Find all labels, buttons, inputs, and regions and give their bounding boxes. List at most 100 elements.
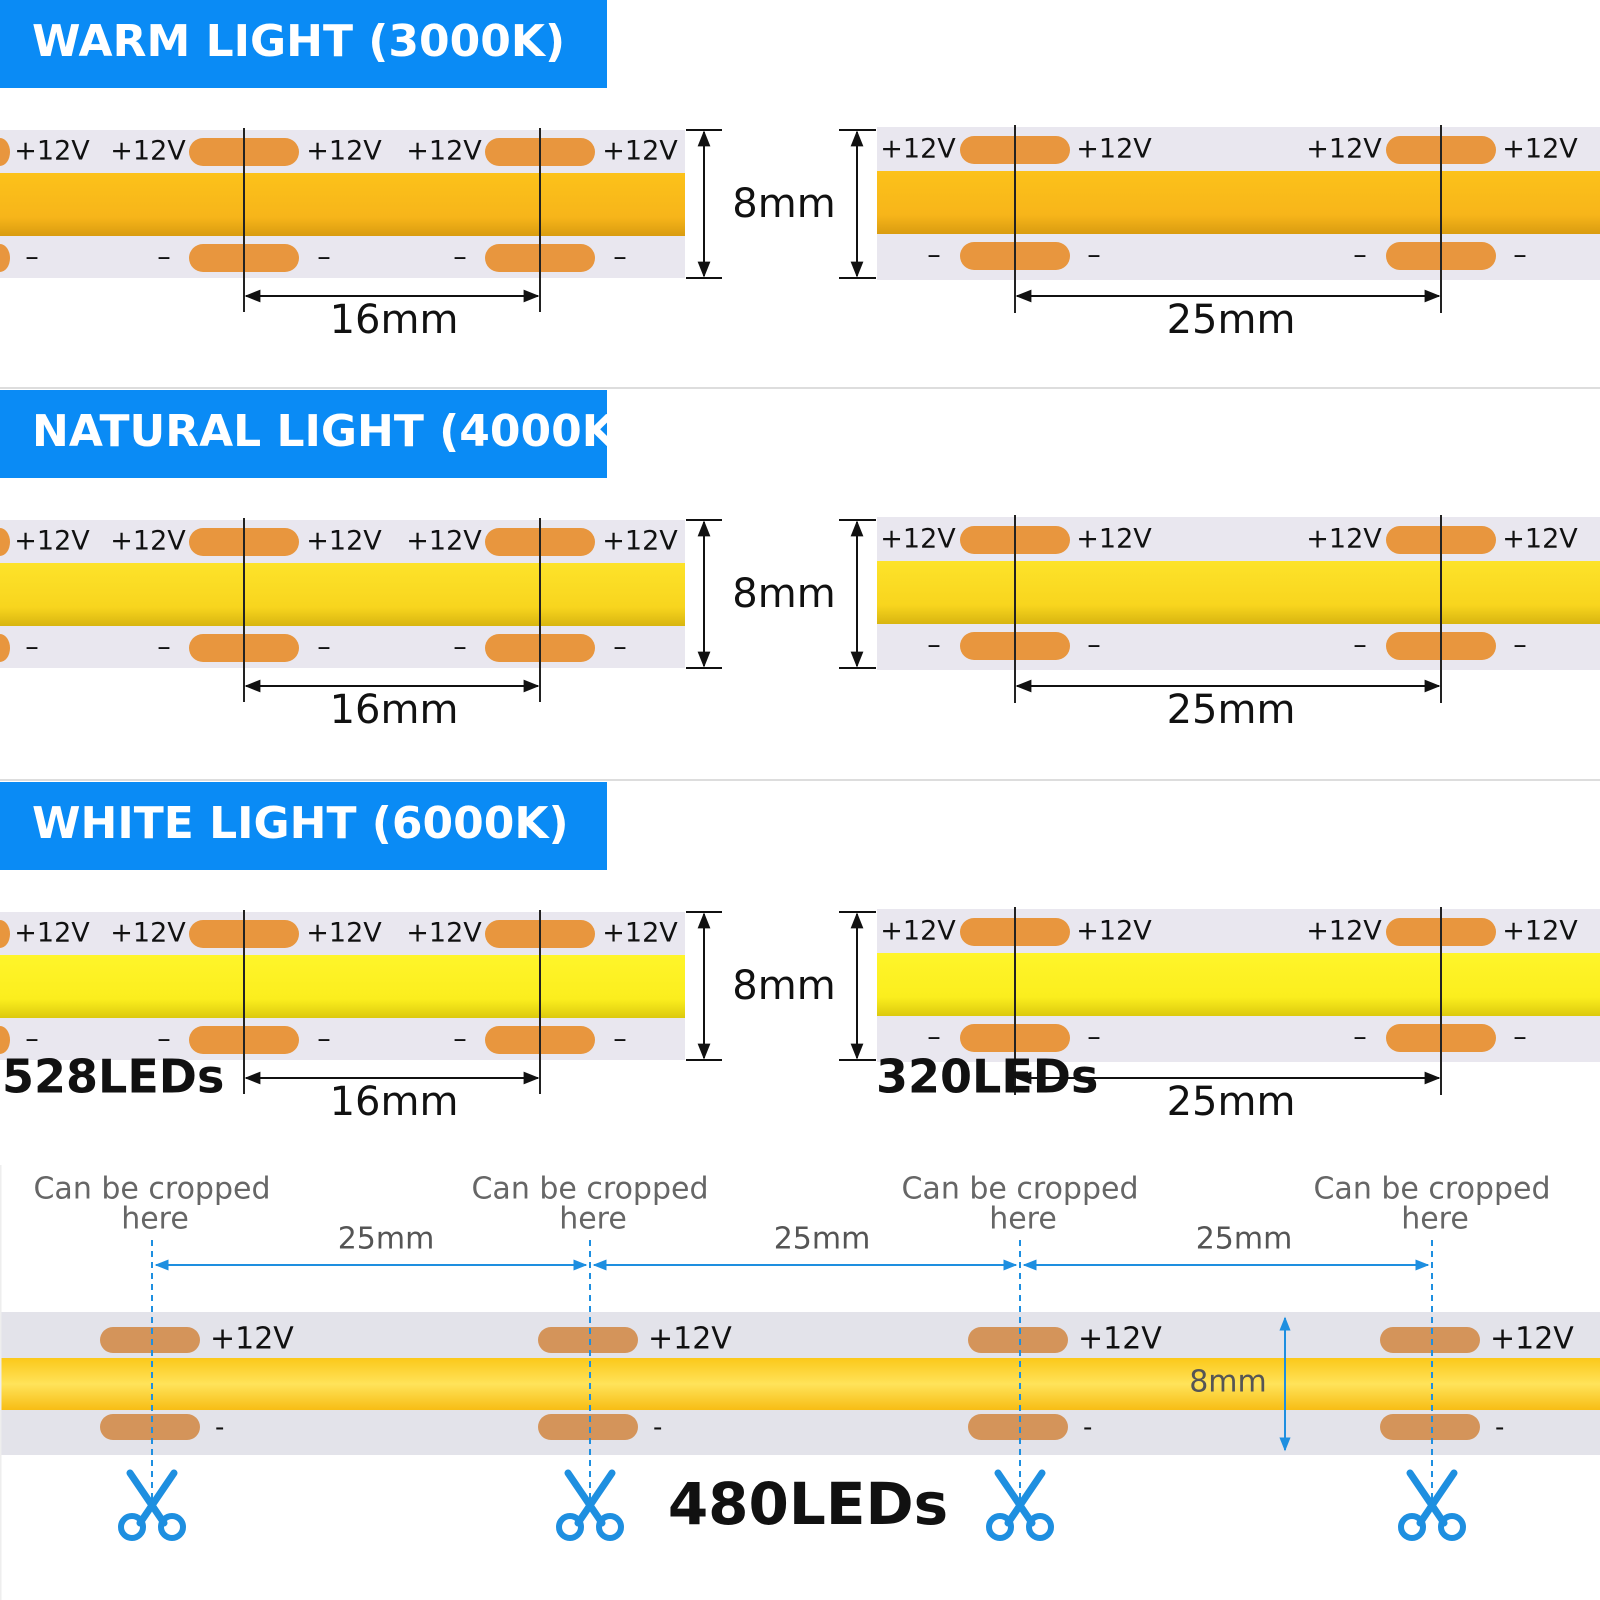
crop-label: Can be cropped <box>1313 1172 1550 1207</box>
plus-label: +12V <box>14 526 90 557</box>
pitch-label: 16mm <box>330 297 459 343</box>
plus-label: +12V <box>1078 1322 1162 1357</box>
plus-label: +12V <box>406 136 482 167</box>
plus-label: +12V <box>1502 524 1578 555</box>
solder-pad <box>100 1327 200 1353</box>
minus-label: – <box>453 242 467 273</box>
minus-label: - <box>215 1413 224 1443</box>
plus-label: +12V <box>1306 134 1382 165</box>
minus-label: – <box>317 632 331 663</box>
crop-label: Can be cropped <box>901 1172 1138 1207</box>
plus-label: +12V <box>602 136 678 167</box>
section-title: WHITE LIGHT (6000K) <box>32 798 569 849</box>
plus-label: +12V <box>880 916 956 947</box>
strip-cob <box>0 955 685 1018</box>
solder-pad <box>0 634 10 662</box>
minus-label: – <box>1353 630 1367 661</box>
crop-label: Can be cropped <box>33 1172 270 1207</box>
minus-label: – <box>157 242 171 273</box>
minus-label: – <box>613 242 627 273</box>
plus-label: +12V <box>1076 524 1152 555</box>
plus-label: +12V <box>406 526 482 557</box>
minus-label: – <box>1513 630 1527 661</box>
minus-label: - <box>653 1413 662 1443</box>
plus-label: +12V <box>14 918 90 949</box>
solder-pad <box>968 1414 1068 1440</box>
minus-label: – <box>927 630 941 661</box>
plus-label: +12V <box>880 134 956 165</box>
plus-label: +12V <box>1490 1322 1574 1357</box>
minus-label: – <box>317 242 331 273</box>
plus-label: +12V <box>210 1322 294 1357</box>
minus-label: – <box>613 632 627 663</box>
plus-label: +12V <box>306 136 382 167</box>
minus-label: – <box>1087 240 1101 271</box>
pitch-label: 16mm <box>330 687 459 733</box>
scissors-handle <box>596 1513 624 1541</box>
height-label: 8mm <box>1189 1365 1267 1400</box>
scissors-blade <box>994 1469 1046 1527</box>
solder-pad <box>0 528 10 556</box>
plus-label: +12V <box>1502 916 1578 947</box>
solder-pad <box>100 1414 200 1440</box>
scissors-handle <box>1026 1513 1054 1541</box>
plus-label: +12V <box>1306 916 1382 947</box>
minus-label: – <box>927 240 941 271</box>
minus-label: – <box>157 632 171 663</box>
scissors-icon <box>986 1469 1054 1541</box>
minus-label: – <box>453 1024 467 1055</box>
pitch-label: 16mm <box>330 1079 459 1125</box>
scissors-icon <box>1398 1469 1466 1541</box>
title-banner <box>0 782 607 870</box>
pitch-label: 25mm <box>338 1222 435 1257</box>
pitch-label: 25mm <box>1167 687 1296 733</box>
scissors-blade <box>126 1469 178 1527</box>
pitch-label: 25mm <box>1167 1079 1296 1125</box>
title-banner <box>0 390 607 478</box>
strip-cob <box>0 563 685 626</box>
plus-label: +12V <box>602 918 678 949</box>
led-count: 528LEDs <box>2 1050 224 1104</box>
plus-label: +12V <box>1502 134 1578 165</box>
solder-pad <box>0 920 10 948</box>
scissors-handle <box>158 1513 186 1541</box>
strip-cob <box>0 1358 1600 1410</box>
led-count: 320LEDs <box>876 1050 1098 1104</box>
solder-pad <box>1380 1327 1480 1353</box>
minus-label: – <box>25 1024 39 1055</box>
height-label: 8mm <box>732 571 835 617</box>
crop-label: here <box>989 1202 1057 1237</box>
minus-label: – <box>1353 240 1367 271</box>
solder-pad <box>968 1327 1068 1353</box>
crop-label: here <box>1401 1202 1469 1237</box>
height-label: 8mm <box>732 181 835 227</box>
plus-label: +12V <box>1076 134 1152 165</box>
minus-label: – <box>1087 630 1101 661</box>
scissors-handle <box>1438 1513 1466 1541</box>
strip-cob <box>877 953 1600 1016</box>
minus-label: – <box>613 1024 627 1055</box>
plus-label: +12V <box>306 526 382 557</box>
pitch-label: 25mm <box>1196 1222 1293 1257</box>
scissors-blade <box>1406 1469 1458 1527</box>
plus-label: +12V <box>110 526 186 557</box>
minus-label: – <box>927 1022 941 1053</box>
minus-label: – <box>317 1024 331 1055</box>
plus-label: +12V <box>406 918 482 949</box>
solder-pad <box>0 244 10 272</box>
pitch-label: 25mm <box>1167 297 1296 343</box>
minus-label: – <box>1513 240 1527 271</box>
crop-label: here <box>121 1202 189 1237</box>
height-label: 8mm <box>732 963 835 1009</box>
minus-label: – <box>1353 1022 1367 1053</box>
crop-label: Can be cropped <box>471 1172 708 1207</box>
minus-label: – <box>1087 1022 1101 1053</box>
plus-label: +12V <box>880 524 956 555</box>
minus-label: - <box>1083 1413 1092 1443</box>
scissors-icon <box>556 1469 624 1541</box>
strip-cob <box>877 171 1600 234</box>
plus-label: +12V <box>110 136 186 167</box>
scissors-handle <box>986 1513 1014 1541</box>
scissors-handle <box>556 1513 584 1541</box>
